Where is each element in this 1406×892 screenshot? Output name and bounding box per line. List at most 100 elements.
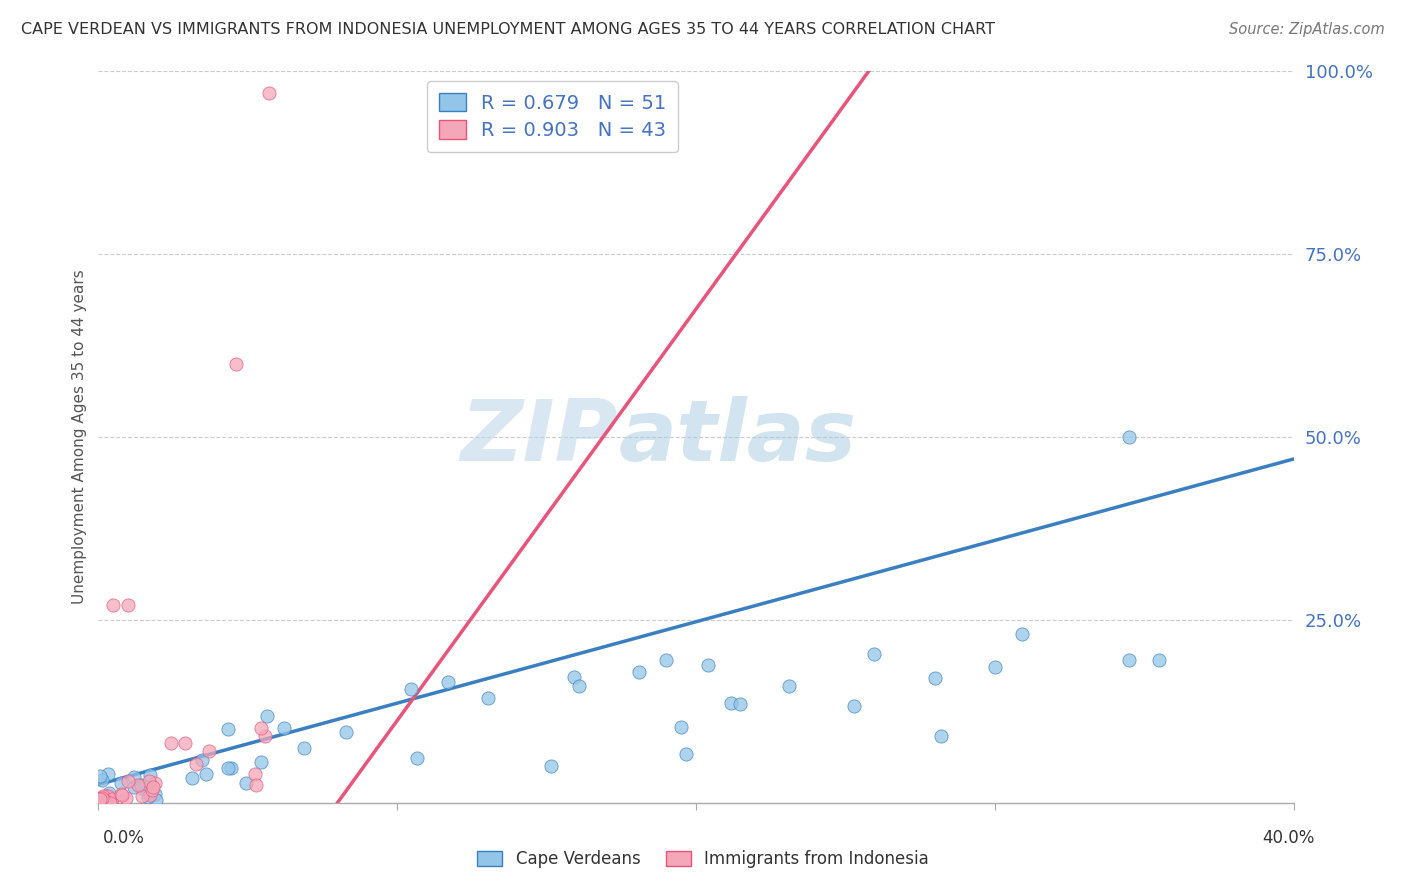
Point: [145, 793, 167, 807]
Point: [294, 741, 316, 756]
Point: [627, 665, 650, 679]
Point: [98, 792, 121, 806]
Point: [90, 773, 112, 788]
Point: [273, 721, 295, 735]
Legend: Cape Verdeans, Immigrants from Indonesia: Cape Verdeans, Immigrants from Indonesia: [471, 844, 935, 875]
Point: [194, 766, 217, 780]
Point: [110, 776, 132, 790]
Point: [93, 794, 115, 808]
Point: [256, 709, 278, 723]
Point: [94, 794, 117, 808]
Point: [117, 773, 139, 788]
Point: [250, 755, 273, 769]
Point: [89, 769, 111, 783]
Point: [122, 780, 145, 794]
Point: [131, 780, 153, 795]
Point: [225, 357, 247, 371]
Point: [138, 788, 160, 802]
Point: [254, 729, 277, 743]
Point: [90, 791, 112, 805]
Point: [98, 786, 121, 800]
Point: [143, 775, 166, 789]
Point: [924, 672, 946, 686]
Point: [984, 660, 1007, 674]
Point: [191, 753, 214, 767]
Text: ZIP: ZIP: [461, 395, 619, 479]
Point: [405, 751, 427, 765]
Point: [98, 796, 121, 810]
Point: [186, 756, 208, 771]
Point: [1118, 653, 1140, 667]
Point: [97, 790, 120, 805]
Point: [103, 599, 125, 613]
Point: [540, 758, 562, 772]
Point: [129, 778, 152, 792]
Point: [127, 778, 149, 792]
Point: [477, 690, 499, 705]
Text: Source: ZipAtlas.com: Source: ZipAtlas.com: [1229, 22, 1385, 37]
Y-axis label: Unemployment Among Ages 35 to 44 years: Unemployment Among Ages 35 to 44 years: [72, 269, 87, 605]
Point: [96, 794, 118, 808]
Point: [235, 775, 257, 789]
Point: [160, 736, 183, 750]
Point: [697, 658, 720, 673]
Point: [250, 721, 273, 735]
Point: [117, 599, 139, 613]
Point: [91, 794, 114, 808]
Point: [245, 778, 267, 792]
Point: [655, 653, 678, 667]
Point: [862, 647, 884, 661]
Point: [94, 793, 117, 807]
Point: [89, 792, 111, 806]
Point: [124, 770, 146, 784]
Point: [115, 791, 138, 805]
Point: [89, 790, 111, 805]
Point: [219, 761, 242, 775]
Point: [110, 787, 132, 801]
Point: [335, 724, 357, 739]
Point: [562, 670, 585, 684]
Point: [669, 720, 692, 734]
Point: [98, 795, 121, 809]
Point: [568, 679, 591, 693]
Point: [100, 795, 122, 809]
Text: 40.0%: 40.0%: [1263, 829, 1315, 847]
Point: [198, 744, 221, 758]
Point: [138, 774, 160, 789]
Point: [91, 789, 114, 803]
Point: [141, 783, 163, 797]
Point: [98, 793, 121, 807]
Point: [89, 796, 111, 810]
Text: CAPE VERDEAN VS IMMIGRANTS FROM INDONESIA UNEMPLOYMENT AMONG AGES 35 TO 44 YEARS: CAPE VERDEAN VS IMMIGRANTS FROM INDONESI…: [21, 22, 995, 37]
Point: [94, 793, 117, 807]
Point: [142, 780, 165, 794]
Point: [131, 789, 153, 804]
Point: [778, 679, 800, 693]
Point: [180, 771, 202, 785]
Point: [1147, 653, 1170, 667]
Point: [1118, 430, 1140, 444]
Point: [399, 681, 422, 696]
Point: [143, 787, 166, 801]
Point: [87, 793, 110, 807]
Point: [243, 766, 266, 780]
Point: [929, 730, 952, 744]
Point: [111, 788, 134, 802]
Point: [1011, 627, 1033, 641]
Point: [728, 697, 751, 711]
Point: [675, 747, 697, 761]
Point: [101, 792, 124, 806]
Point: [174, 736, 197, 750]
Text: 0.0%: 0.0%: [103, 829, 145, 847]
Point: [437, 674, 460, 689]
Point: [136, 790, 159, 805]
Point: [257, 87, 280, 101]
Point: [87, 792, 110, 806]
Point: [217, 723, 239, 737]
Text: atlas: atlas: [619, 395, 856, 479]
Point: [97, 767, 120, 781]
Point: [97, 789, 120, 803]
Point: [842, 698, 865, 713]
Point: [139, 768, 162, 782]
Point: [720, 696, 742, 710]
